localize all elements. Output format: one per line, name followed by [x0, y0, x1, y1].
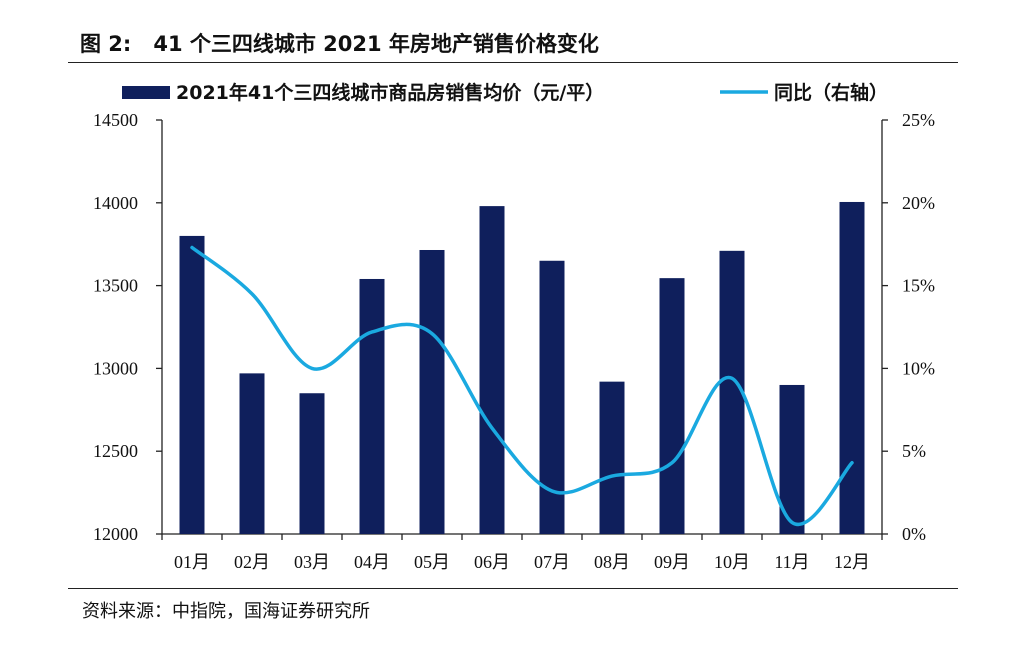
y-right-tick-label: 20%	[902, 193, 935, 213]
x-tick-label: 04月	[354, 552, 390, 572]
bar	[719, 250, 745, 534]
legend-bar-swatch	[122, 86, 170, 99]
x-tick-label: 08月	[594, 552, 630, 572]
bar	[839, 201, 865, 535]
x-tick-label: 09月	[654, 552, 690, 572]
bar	[299, 393, 325, 534]
bar	[239, 373, 265, 534]
x-tick-label: 12月	[834, 552, 870, 572]
figure-title-text: 41 个三四线城市 2021 年房地产销售价格变化	[153, 32, 599, 56]
y-right-tick-label: 15%	[902, 276, 935, 296]
bar	[659, 278, 685, 534]
y-right-tick-label: 25%	[902, 110, 935, 130]
legend-bar-label: 2021年41个三四线城市商品房销售均价（元/平）	[176, 81, 604, 104]
legend: 2021年41个三四线城市商品房销售均价（元/平） 同比（右轴）	[122, 81, 888, 104]
source-note: 资料来源：中指院，国海证券研究所	[82, 601, 370, 622]
y-left-tick-label: 14000	[93, 193, 138, 213]
bar	[599, 381, 625, 534]
y-left-tick-label: 13500	[93, 276, 138, 296]
y-right-tick-label: 5%	[902, 441, 926, 461]
x-tick-label: 02月	[234, 552, 270, 572]
y-left-tick-label: 14500	[93, 110, 138, 130]
yoy-line	[190, 245, 854, 527]
x-tick-label: 05月	[414, 552, 450, 572]
y-left-tick-label: 12000	[93, 524, 138, 544]
line-series	[190, 245, 854, 527]
x-tick-label: 03月	[294, 552, 330, 572]
y-left-tick-label: 13000	[93, 358, 138, 378]
y-left-tick-label: 12500	[93, 441, 138, 461]
bar	[179, 235, 205, 535]
x-tick-label: 01月	[174, 552, 210, 572]
figure-label: 图 2:	[80, 32, 132, 56]
y-right-tick-label: 0%	[902, 524, 926, 544]
y-right-tick-label: 10%	[902, 358, 935, 378]
bar	[359, 278, 385, 534]
axes	[156, 119, 888, 540]
figure-title: 图 2: 41 个三四线城市 2021 年房地产销售价格变化	[80, 28, 599, 58]
x-tick-label: 11月	[774, 552, 809, 572]
bottom-rule	[68, 588, 958, 589]
bar	[419, 249, 445, 534]
legend-line-label: 同比（右轴）	[774, 81, 888, 104]
tick-labels: 12000 12500 13000 13500 14000 14500 0% 5% 10% 15%…	[93, 110, 935, 572]
x-tick-label: 10月	[714, 552, 750, 572]
bar	[479, 206, 505, 534]
x-tick-label: 07月	[534, 552, 570, 572]
x-tick-label: 06月	[474, 552, 510, 572]
top-rule	[68, 62, 958, 63]
bar-series	[179, 201, 865, 535]
